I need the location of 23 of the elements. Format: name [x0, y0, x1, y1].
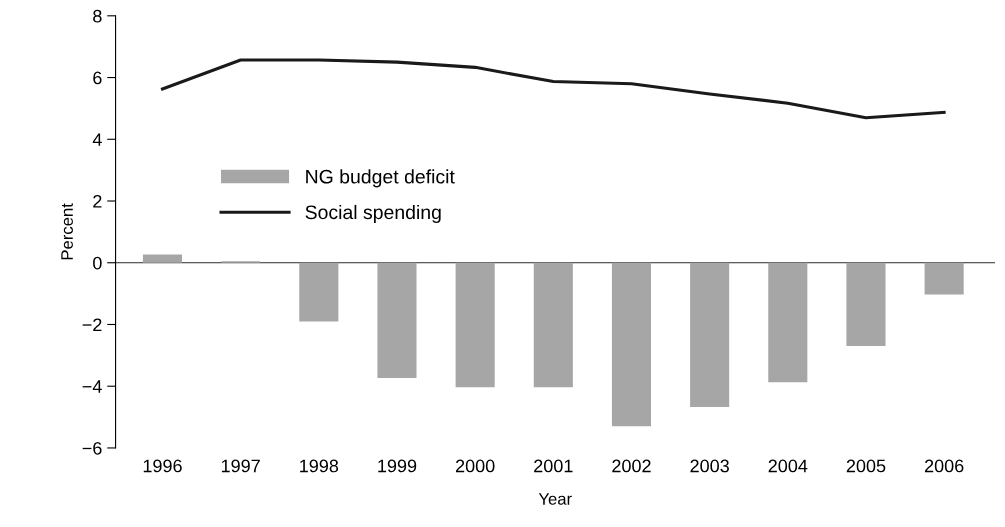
x-tick-label: 2005	[846, 459, 886, 473]
x-tick-label: 2003	[690, 459, 729, 473]
y-tick-label: 8	[93, 9, 102, 23]
y-tick-label: 6	[93, 71, 102, 85]
y-axis-title: Percent	[61, 203, 73, 260]
y-tick-label: 4	[92, 133, 102, 146]
y-tick-label: −2	[82, 318, 102, 332]
x-tick-label: 2001	[534, 459, 573, 473]
legend-label: Social spending	[305, 204, 441, 224]
y-tick-label: −6	[82, 441, 102, 455]
legend-label: NG budget deficit	[306, 169, 455, 188]
x-tick-label: 2006	[924, 459, 964, 473]
x-tick-label: 1996	[143, 459, 182, 473]
x-tick-label: 1997	[221, 459, 260, 473]
x-tick-label: 1998	[300, 459, 339, 473]
x-tick-label: 1999	[378, 459, 417, 473]
x-tick-label: 2004	[768, 459, 808, 473]
y-tick-label: −4	[82, 380, 102, 393]
x-tick-label: 2000	[455, 459, 495, 473]
x-axis-title: Year	[538, 493, 572, 505]
y-tick-label: 0	[93, 256, 102, 270]
y-tick-label: 2	[93, 194, 102, 208]
x-tick-label: 2002	[612, 459, 651, 473]
